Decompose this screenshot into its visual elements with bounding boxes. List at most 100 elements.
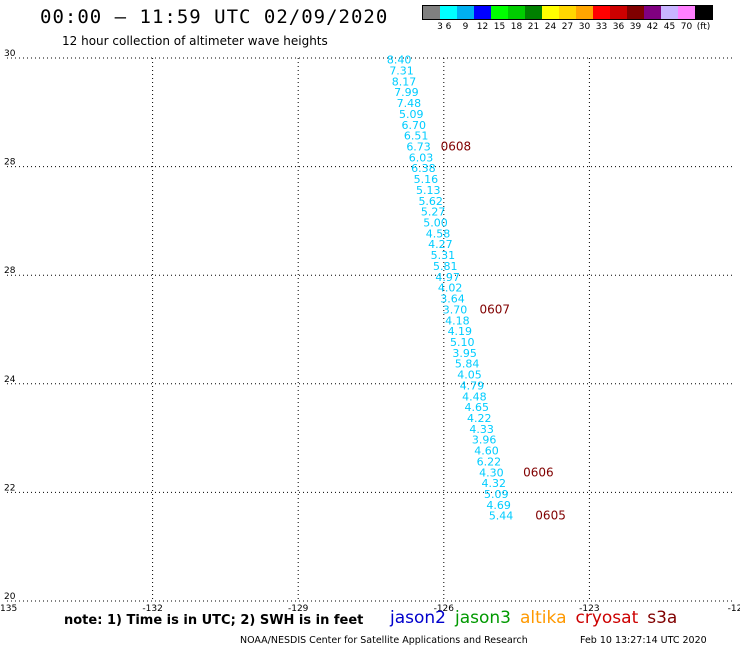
colorbar-label: (ft) [696, 22, 711, 32]
colorbar-swatch [457, 6, 474, 19]
colorbar-swatch [508, 6, 525, 19]
colorbar-swatch [644, 6, 661, 19]
colorbar-swatch [576, 6, 593, 19]
wave-height-value: 4.05 [457, 369, 482, 382]
colorbar-swatch [661, 6, 678, 19]
time-label: 0606 [523, 465, 554, 479]
y-tick-label: 28 [4, 266, 16, 276]
x-tick-label: -129 [288, 604, 309, 614]
colorbar-label: 12 [476, 22, 489, 32]
colorbar-label: 21 [527, 22, 540, 32]
satellite-legend: jason2 jason3 altika cryosat s3a [390, 608, 686, 628]
wave-height-value: 4.65 [465, 401, 490, 414]
colorbar-label: 30 [578, 22, 591, 32]
wave-height-value: 4.60 [474, 445, 499, 458]
colorbar-swatch [695, 6, 712, 19]
footer-timestamp: Feb 10 13:27:14 UTC 2020 [580, 635, 707, 646]
colorbar-label: 33 [595, 22, 608, 32]
x-tick-label: -135 [0, 604, 17, 614]
wave-height-value: 7.99 [394, 86, 419, 99]
wave-height-value: 5.84 [455, 358, 480, 371]
wave-height-value: 4.02 [438, 282, 463, 295]
satellite-altika: altika [520, 608, 567, 628]
wave-height-value: 5.44 [489, 510, 514, 523]
wave-height-value: 3.95 [452, 347, 477, 360]
colorbar-swatches [422, 5, 713, 20]
wave-height-value: 6.51 [404, 130, 429, 143]
y-tick-label: 20 [4, 592, 16, 602]
wave-height-value: 4.27 [428, 238, 453, 251]
colorbar-swatch [627, 6, 644, 19]
x-tick-label: -123 [579, 604, 599, 614]
satellite-jason2: jason2 [390, 608, 446, 628]
wave-height-value: 8.40 [387, 54, 412, 67]
wave-height-value: 6.03 [409, 151, 434, 164]
wave-height-value: 5.09 [484, 488, 509, 501]
footer-note: note: 1) Time is in UTC; 2) SWH is in fe… [64, 613, 364, 628]
wave-height-value: 5.62 [418, 195, 443, 208]
wave-height-value: 4.58 [426, 227, 451, 240]
wave-height-value: 4.97 [435, 271, 460, 284]
wave-height-value: 3.70 [443, 303, 468, 316]
wave-height-value: 4.69 [486, 499, 511, 512]
wave-height-value: 8.17 [392, 75, 417, 88]
wave-height-value: 5.09 [399, 108, 424, 121]
colorbar-label: 42 [646, 22, 659, 32]
wave-height-value: 4.18 [445, 314, 470, 327]
colorbar-swatch [423, 6, 440, 19]
wave-height-value: 5.16 [414, 173, 439, 186]
wave-height-colorbar: 3 6 9 12 15 18 21 24 27 30 33 36 39 42 45 70 (ft) [422, 5, 713, 32]
wave-height-value: 5.27 [421, 206, 446, 219]
wave-height-value: 4.30 [479, 466, 504, 479]
colorbar-swatch [593, 6, 610, 19]
wave-height-value: 5.13 [416, 184, 441, 197]
colorbar-swatch [491, 6, 508, 19]
wave-height-value: 4.48 [462, 390, 487, 403]
y-tick-label: 24 [4, 375, 16, 385]
colorbar-label: 6 [445, 22, 452, 32]
colorbar-swatch [678, 6, 695, 19]
x-tick-label: -12 [728, 604, 740, 614]
time-label: 0605 [535, 509, 566, 523]
wave-height-value: 5.81 [433, 260, 458, 273]
colorbar-label: 18 [510, 22, 523, 32]
colorbar-label: 15 [493, 22, 506, 32]
wave-height-value: 7.31 [389, 64, 414, 77]
colorbar-swatch [559, 6, 576, 19]
satellite-cryosat: cryosat [575, 608, 639, 628]
wave-height-value: 6.38 [411, 162, 436, 175]
colorbar-label: 39 [629, 22, 642, 32]
wave-height-value: 3.64 [440, 293, 465, 306]
wave-height-value: 5.31 [431, 249, 456, 262]
wave-height-value: 5.10 [450, 336, 475, 349]
y-tick-label: 30 [4, 49, 16, 59]
colorbar-swatch [525, 6, 542, 19]
colorbar-swatch [610, 6, 627, 19]
x-tick-label: -126 [434, 604, 455, 614]
wave-height-value: 4.33 [469, 423, 494, 436]
chart-title: 00:00 – 11:59 UTC 02/09/2020 [40, 6, 389, 28]
colorbar-swatch [474, 6, 491, 19]
colorbar-label: 9 [462, 22, 469, 32]
wave-height-value: 4.19 [448, 325, 473, 338]
colorbar-label: 70 [680, 22, 693, 32]
colorbar-label: 45 [663, 22, 676, 32]
x-tick-label: -132 [142, 604, 162, 614]
colorbar-label: 36 [612, 22, 625, 32]
colorbar-label: 27 [561, 22, 574, 32]
time-label: 0608 [441, 140, 472, 154]
colorbar-label: 3 [437, 22, 443, 32]
wave-height-value: 7.48 [397, 97, 422, 110]
y-tick-label: 28 [4, 158, 16, 168]
colorbar-labels: 3 6 9 12 15 18 21 24 27 30 33 36 39 42 45 70 (ft) [422, 20, 713, 32]
wave-height-value: 5.00 [423, 217, 448, 230]
wave-height-value: 6.22 [477, 455, 502, 468]
colorbar-swatch [542, 6, 559, 19]
time-label: 0607 [479, 302, 510, 316]
satellite-s3a: s3a [647, 608, 678, 628]
y-tick-label: 22 [4, 483, 15, 493]
colorbar-swatch [440, 6, 457, 19]
wave-height-value: 6.73 [406, 141, 431, 154]
wave-height-value: 6.70 [401, 119, 426, 132]
